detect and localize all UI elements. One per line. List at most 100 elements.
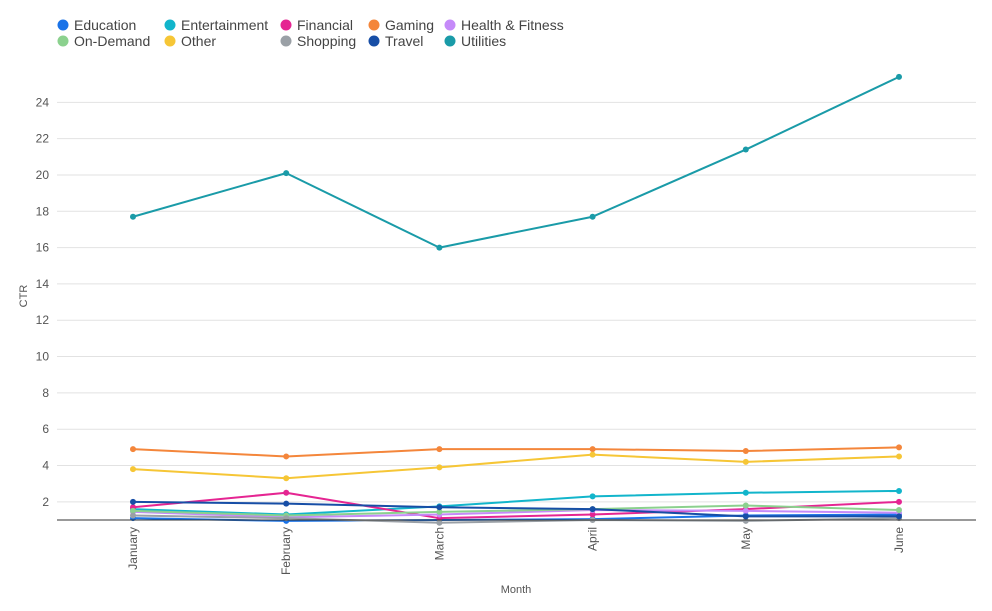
- data-point[interactable]: [130, 446, 136, 453]
- legend: Education Entertainment Financial Gaming Hea…: [57, 17, 564, 49]
- legend-swatch: [57, 35, 69, 47]
- data-point[interactable]: [896, 498, 902, 505]
- series-line: [132, 500, 899, 518]
- x-tick-label: May: [739, 527, 753, 550]
- data-point[interactable]: [589, 506, 596, 513]
- data-point[interactable]: [436, 244, 443, 251]
- legend-label: Education: [74, 17, 136, 33]
- data-point[interactable]: [896, 507, 902, 514]
- data-point[interactable]: [896, 487, 902, 494]
- series-line: [132, 453, 900, 480]
- data-point[interactable]: [283, 489, 290, 496]
- legend-swatch: [444, 19, 456, 31]
- x-axis-ticks: January February March April May June: [126, 527, 906, 575]
- data-point[interactable]: [283, 170, 290, 177]
- legend-item[interactable]: Financial: [280, 17, 354, 33]
- data-point[interactable]: [742, 507, 749, 514]
- data-point[interactable]: [589, 446, 596, 453]
- data-point[interactable]: [896, 453, 902, 460]
- legend-label: Financial: [297, 17, 353, 33]
- series-line: [132, 504, 900, 517]
- data-point[interactable]: [436, 504, 443, 511]
- x-tick-label: February: [279, 527, 293, 575]
- legend-label: On-Demand: [74, 33, 150, 49]
- y-tick-label: 6: [42, 422, 49, 436]
- legend-swatch: [164, 35, 176, 47]
- legend-item[interactable]: Health & Fitness: [444, 17, 564, 33]
- data-point[interactable]: [589, 213, 596, 220]
- data-point[interactable]: [283, 500, 290, 507]
- y-tick-label: 8: [42, 386, 49, 400]
- data-point[interactable]: [896, 513, 902, 520]
- series-line: [132, 75, 900, 249]
- legend-swatch: [368, 19, 380, 31]
- series-line: [132, 491, 900, 520]
- series-gaming[interactable]: [130, 444, 902, 460]
- x-tick-label: January: [126, 527, 140, 570]
- legend-label: Travel: [385, 33, 423, 49]
- data-point[interactable]: [130, 466, 136, 473]
- data-point[interactable]: [589, 511, 596, 518]
- y-tick-label: 24: [36, 95, 50, 109]
- data-point[interactable]: [742, 513, 749, 520]
- legend-label: Gaming: [385, 17, 434, 33]
- data-point[interactable]: [130, 507, 136, 514]
- grid: [57, 101, 976, 503]
- legend-swatch: [444, 35, 456, 47]
- legend-item[interactable]: On-Demand: [57, 33, 151, 49]
- series-line: [132, 489, 900, 516]
- legend-swatch: [368, 35, 380, 47]
- series-line: [132, 446, 900, 458]
- y-tick-label: 18: [36, 204, 50, 218]
- y-tick-label: 16: [36, 241, 50, 255]
- data-point[interactable]: [742, 447, 749, 454]
- data-point[interactable]: [742, 458, 749, 465]
- data-point[interactable]: [436, 519, 443, 526]
- legend-item[interactable]: Education: [57, 17, 137, 33]
- legend-item[interactable]: Entertainment: [164, 17, 269, 33]
- legend-item[interactable]: Utilities: [444, 33, 507, 49]
- legend-swatch: [57, 19, 69, 31]
- data-point[interactable]: [742, 517, 749, 524]
- legend-swatch: [164, 19, 176, 31]
- legend-item[interactable]: Other: [164, 33, 217, 49]
- data-point[interactable]: [436, 508, 443, 515]
- legend-label: Utilities: [461, 33, 506, 49]
- y-tick-label: 12: [36, 313, 50, 327]
- data-point[interactable]: [130, 498, 136, 505]
- y-tick-label: 14: [36, 277, 50, 291]
- data-point[interactable]: [896, 444, 902, 451]
- y-axis-title: CTR: [18, 285, 30, 308]
- data-point[interactable]: [589, 451, 596, 458]
- y-tick-label: 10: [36, 350, 50, 364]
- legend-label: Other: [181, 33, 216, 49]
- data-point[interactable]: [283, 453, 290, 460]
- data-point[interactable]: [436, 464, 443, 471]
- series-travel[interactable]: [130, 498, 902, 520]
- data-point[interactable]: [589, 493, 596, 500]
- y-tick-label: 20: [36, 168, 50, 182]
- series-other[interactable]: [130, 451, 902, 482]
- data-point[interactable]: [436, 446, 443, 453]
- legend-item[interactable]: Gaming: [368, 17, 435, 33]
- data-point[interactable]: [742, 146, 749, 153]
- y-tick-label: 22: [36, 132, 50, 146]
- y-tick-label: 2: [42, 495, 49, 509]
- x-tick-label: June: [892, 527, 906, 553]
- data-point[interactable]: [130, 213, 136, 220]
- series-line: [132, 509, 900, 519]
- data-point[interactable]: [742, 489, 749, 496]
- data-point[interactable]: [742, 502, 749, 509]
- legend-item[interactable]: Travel: [368, 33, 424, 49]
- data-point[interactable]: [130, 512, 136, 519]
- data-point[interactable]: [283, 475, 290, 482]
- legend-label: Health & Fitness: [461, 17, 564, 33]
- legend-label: Shopping: [297, 33, 356, 49]
- x-tick-label: March: [432, 527, 446, 560]
- legend-item[interactable]: Shopping: [280, 33, 357, 49]
- legend-swatch: [280, 19, 292, 31]
- series-utilities[interactable]: [130, 73, 902, 251]
- data-point[interactable]: [896, 73, 902, 80]
